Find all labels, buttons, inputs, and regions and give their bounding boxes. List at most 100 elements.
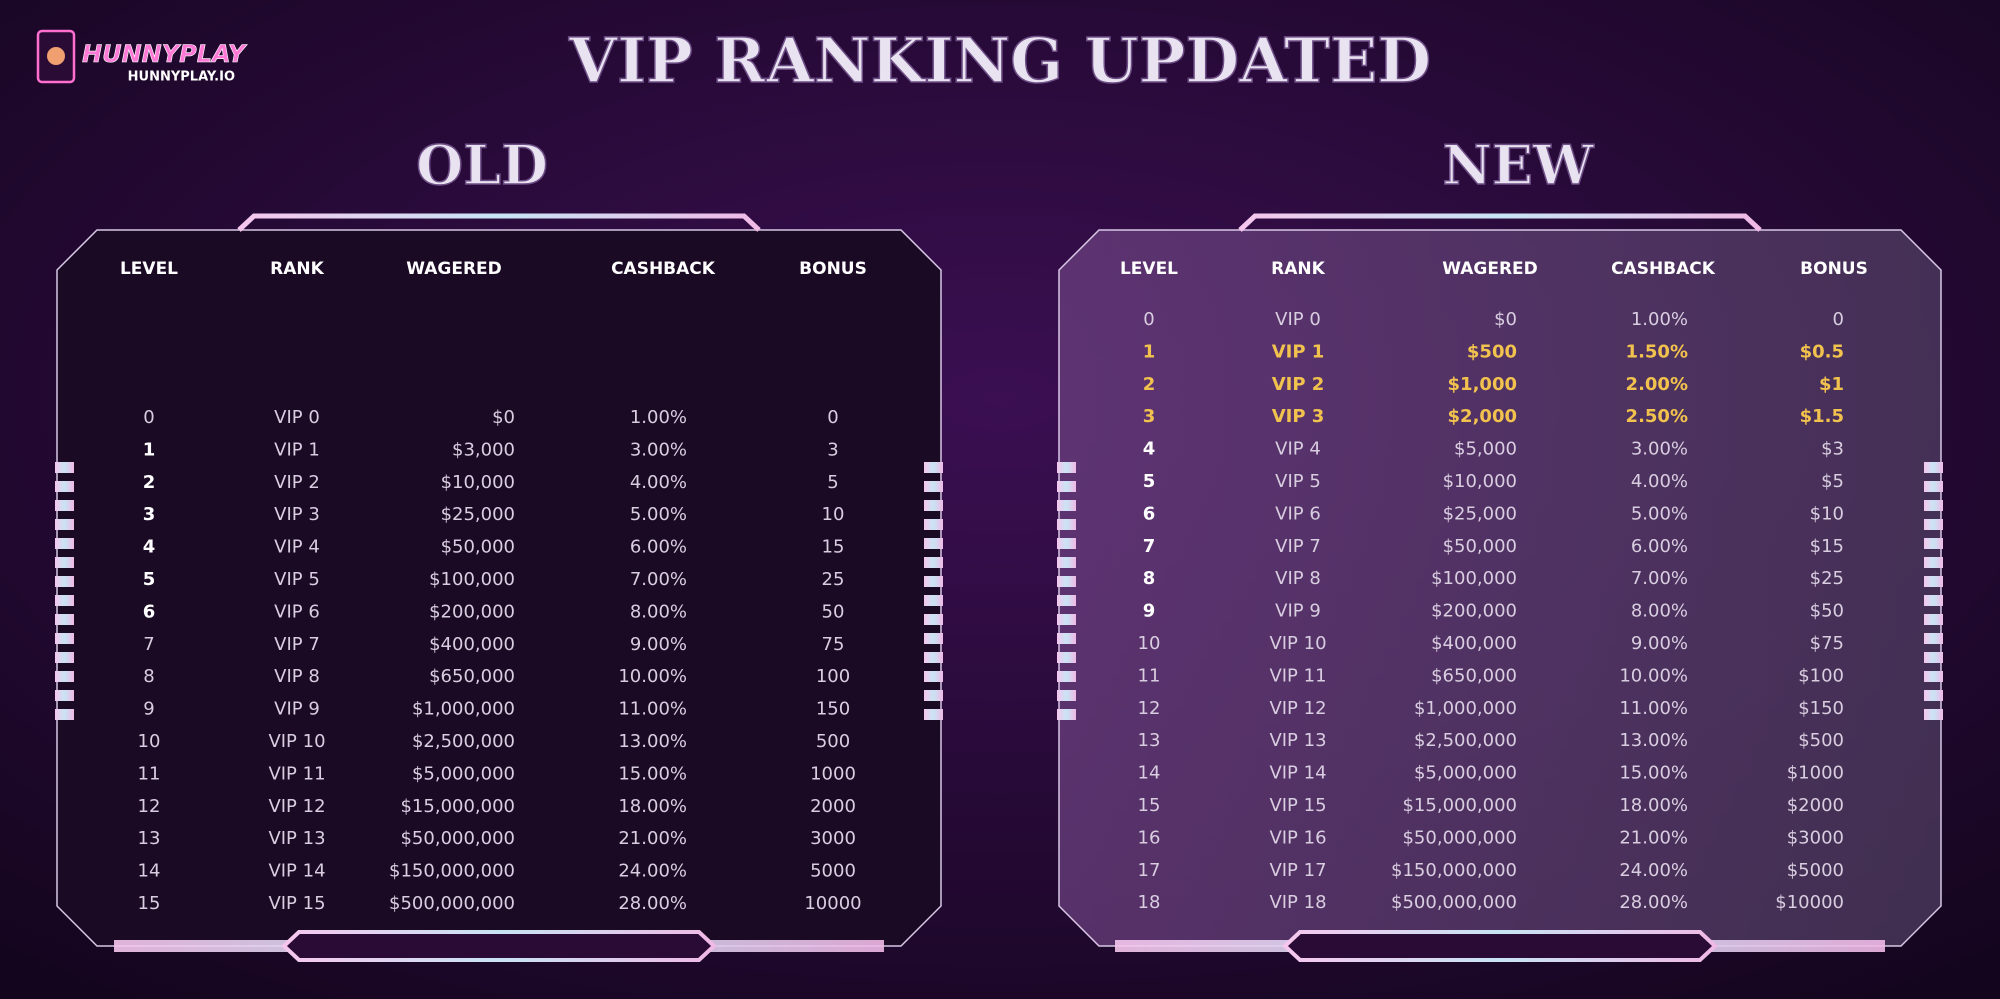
table-cell: VIP 3	[1272, 406, 1325, 427]
column-header: RANK	[1271, 259, 1325, 279]
table-cell: 10000	[804, 893, 861, 914]
table-cell: 9	[143, 699, 154, 720]
table-cell: $150,000,000	[1391, 860, 1517, 881]
table-row: 0 VIP 0 $0 1.00% 0	[143, 407, 838, 428]
table-cell: 4	[143, 537, 156, 558]
table-cell: VIP 3	[274, 504, 320, 525]
table-row: 4 VIP 4 $5,000 3.00% $3	[1143, 439, 1844, 460]
side-tick	[924, 519, 943, 530]
table-cell: VIP 2	[274, 472, 320, 493]
table-row: 1 VIP 1 $3,000 3.00% 3	[143, 439, 839, 460]
table-cell: $0.5	[1800, 341, 1844, 362]
table-cell: VIP 11	[268, 763, 325, 784]
table-cell: 1	[1143, 341, 1156, 362]
side-tick	[924, 462, 943, 473]
table-cell: 7.00%	[630, 569, 687, 590]
table-cell: $2,000	[1448, 406, 1517, 427]
table-cell: 2.50%	[1626, 406, 1688, 427]
column-header: LEVEL	[120, 259, 178, 279]
table-cell: 0	[143, 407, 154, 428]
table-cell: 1.00%	[1631, 309, 1688, 330]
side-tick	[1057, 595, 1076, 606]
table-cell: $25	[1810, 568, 1844, 589]
table-cell: 3	[1143, 406, 1156, 427]
table-cell: VIP 15	[268, 893, 325, 914]
table-cell: 16	[1138, 827, 1161, 848]
table-row: 10 VIP 10 $2,500,000 13.00% 500	[138, 731, 851, 752]
table-row: 5 VIP 5 $10,000 4.00% $5	[1143, 471, 1844, 492]
table-cell: 3	[143, 504, 156, 525]
table-cell: VIP 14	[268, 861, 325, 882]
table-cell: VIP 12	[1269, 698, 1326, 719]
table-cell: 7	[143, 634, 154, 655]
table-cell: 2	[143, 472, 156, 493]
table-cell: 14	[1138, 763, 1161, 784]
side-tick	[924, 709, 943, 720]
table-row: 14 VIP 14 $150,000,000 24.00% 5000	[138, 861, 856, 882]
table-cell: $5000	[1787, 860, 1844, 881]
table-body: 0 VIP 0 $0 1.00% 0 1 VIP 1 $500 1.50% $0.5 2 VIP 2 $…	[1138, 309, 1844, 913]
table-cell: VIP 10	[268, 731, 325, 752]
side-tick	[1924, 519, 1943, 530]
side-tick	[1924, 690, 1943, 701]
table-cell: $400,000	[429, 634, 515, 655]
table-cell: 3	[827, 439, 838, 460]
table-cell: $5,000,000	[1414, 763, 1517, 784]
table-cell: 6	[143, 601, 156, 622]
table-cell: $500	[1798, 730, 1844, 751]
table-cell: $25,000	[441, 504, 515, 525]
table-cell: $1,000	[1448, 374, 1517, 395]
table-cell: $650,000	[429, 666, 515, 687]
table-cell: 7.00%	[1631, 568, 1688, 589]
side-tick	[924, 652, 943, 663]
table-cell: VIP 13	[268, 828, 325, 849]
table-cell: 9.00%	[1631, 633, 1688, 654]
table-cell: VIP 8	[274, 666, 320, 687]
table-cell: $10,000	[441, 472, 515, 493]
table-row: 6 VIP 6 $25,000 5.00% $10	[1143, 503, 1844, 524]
table-cell: VIP 13	[1269, 730, 1326, 751]
site: HUNNYPLAY.IO	[128, 70, 235, 85]
side-tick	[55, 538, 74, 549]
top-bar	[237, 213, 761, 232]
table-cell: $400,000	[1431, 633, 1517, 654]
side-tick	[1057, 576, 1076, 587]
table-cell: 5.00%	[1631, 503, 1688, 524]
table-cell: VIP 6	[274, 601, 320, 622]
table-cell: VIP 4	[274, 537, 320, 558]
table-row: 7 VIP 7 $50,000 6.00% $15	[1143, 536, 1844, 557]
table-cell: 15	[822, 537, 845, 558]
table-cell: 8	[143, 666, 154, 687]
table-cell: $500,000,000	[1391, 892, 1517, 913]
table-cell: 0	[1143, 309, 1154, 330]
side-tick	[924, 690, 943, 701]
table-row: 7 VIP 7 $400,000 9.00% 75	[143, 634, 844, 655]
table-cell: 2.00%	[1626, 374, 1688, 395]
table-cell: VIP 9	[274, 699, 320, 720]
table-cell: $15	[1810, 536, 1844, 557]
table-cell: VIP 8	[1275, 568, 1321, 589]
table-cell: VIP 14	[1269, 763, 1326, 784]
table-cell: $150,000,000	[389, 861, 515, 882]
table-cell: VIP 1	[274, 439, 320, 460]
table-cell: 9.00%	[630, 634, 687, 655]
table-row: 3 VIP 3 $2,000 2.50% $1.5	[1143, 406, 1844, 427]
new-title: NEW	[1442, 133, 1595, 197]
table-cell: $3,000	[452, 439, 515, 460]
table-cell: 75	[822, 634, 845, 655]
table-cell: 14	[138, 861, 161, 882]
side-tick	[1924, 576, 1943, 587]
table-row: 14 VIP 14 $5,000,000 15.00% $1000	[1138, 763, 1844, 784]
table-cell: 5	[143, 569, 156, 590]
side-tick	[1057, 519, 1076, 530]
table-cell: 11.00%	[618, 699, 687, 720]
side-tick	[1924, 557, 1943, 568]
side-tick	[1924, 652, 1943, 663]
table-cell: VIP 18	[1269, 892, 1326, 913]
table-row: 1 VIP 1 $500 1.50% $0.5	[1143, 341, 1844, 362]
table-cell: 4	[1143, 439, 1156, 460]
table-cell: $500,000,000	[389, 893, 515, 914]
table-cell: VIP 7	[274, 634, 320, 655]
table-cell: 11	[138, 763, 161, 784]
